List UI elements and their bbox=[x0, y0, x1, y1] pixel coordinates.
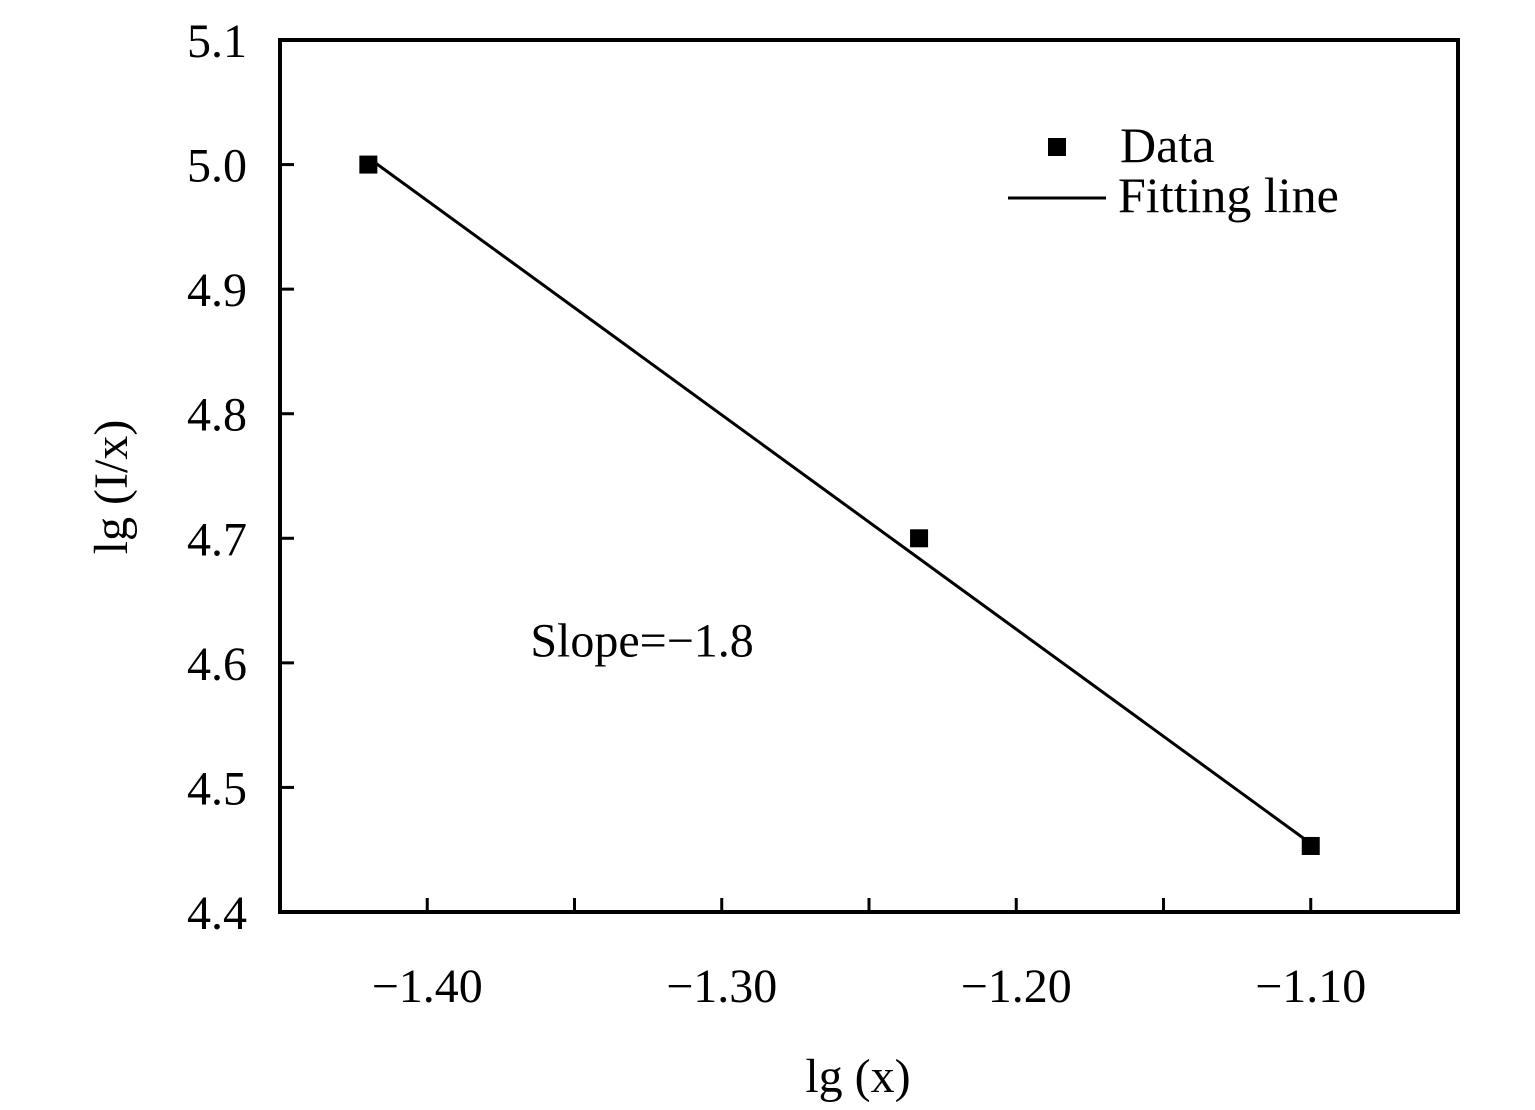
legend-marker-data bbox=[1048, 138, 1066, 156]
x-tick-label-1: −1.30 bbox=[666, 960, 777, 1013]
x-tick-label-0: −1.40 bbox=[372, 960, 483, 1013]
fitting-line bbox=[373, 160, 1312, 845]
y-tick-label-5: 4.9 bbox=[187, 264, 247, 317]
x-axis-label: lg (x) bbox=[805, 1050, 910, 1103]
data-point-1 bbox=[910, 529, 929, 548]
y-tick-label-2: 4.6 bbox=[187, 638, 247, 691]
y-tick-label-6: 5.0 bbox=[187, 140, 247, 193]
data-point-2 bbox=[1301, 836, 1320, 855]
y-tick-label-4: 4.8 bbox=[187, 389, 247, 442]
y-axis-label: lg (I/x) bbox=[85, 420, 138, 555]
x-tick-label-2: −1.20 bbox=[961, 960, 1072, 1013]
x-axis-ticks: −1.40 −1.30 −1.20 −1.10 bbox=[278, 898, 1460, 1013]
legend: Data Fitting line bbox=[1008, 117, 1339, 223]
data-point-0 bbox=[359, 155, 378, 174]
y-tick-label-1: 4.5 bbox=[187, 762, 247, 815]
x-tick-label-3: −1.10 bbox=[1255, 960, 1366, 1013]
y-tick-label-7: 5.1 bbox=[187, 15, 247, 68]
legend-label-fitting: Fitting line bbox=[1118, 167, 1339, 223]
legend-label-data: Data bbox=[1120, 117, 1214, 173]
y-tick-label-0: 4.4 bbox=[187, 887, 247, 940]
y-axis-ticks: 4.4 4.5 4.6 4.7 4.8 4.9 5.0 5.1 bbox=[187, 15, 294, 940]
series-layer bbox=[359, 155, 1320, 855]
slope-annotation: Slope=−1.8 bbox=[530, 615, 753, 668]
y-tick-label-3: 4.7 bbox=[187, 513, 247, 566]
